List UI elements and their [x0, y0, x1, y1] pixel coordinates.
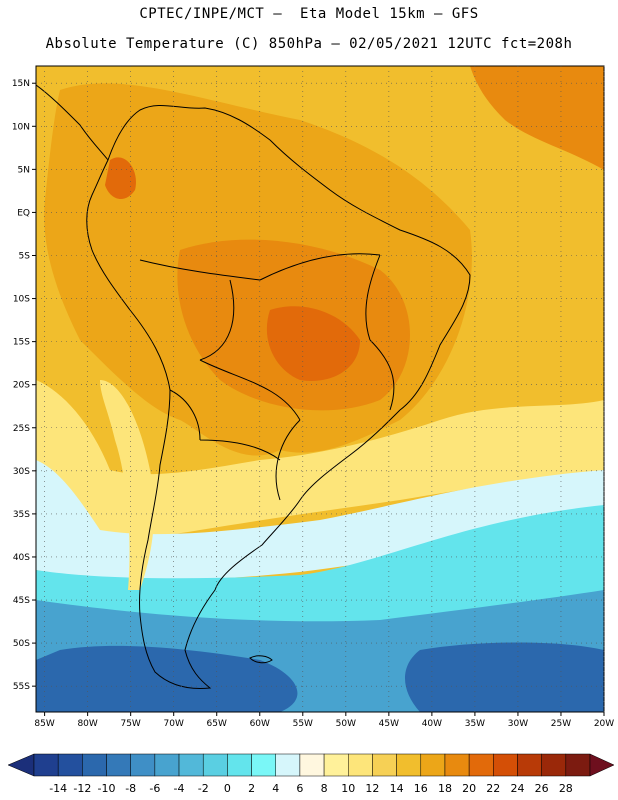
temperature-field — [36, 66, 604, 712]
colorbar-label: -14 — [49, 782, 67, 795]
field-ne-warm — [470, 66, 604, 170]
colorbar-label: 12 — [365, 782, 379, 795]
title-line-2: Absolute Temperature (C) 850hPa – 02/05/… — [45, 36, 573, 52]
colorbar-swatch — [251, 753, 276, 777]
colorbar-label: 14 — [390, 782, 404, 795]
lon-label: 35W — [465, 719, 485, 729]
colorbar-label: -12 — [73, 782, 91, 795]
colorbar-swatch — [202, 753, 228, 777]
colorbar-swatch — [565, 753, 591, 777]
lon-label: 70W — [164, 719, 184, 729]
colorbar-swatch — [130, 753, 156, 777]
colorbar-underflow — [7, 753, 35, 777]
colorbar-swatch — [106, 753, 131, 777]
central-america-coastline — [36, 84, 109, 161]
lat-label: 5N — [18, 165, 30, 175]
colorbar-label: 10 — [341, 782, 355, 795]
colorbar-label: -6 — [149, 782, 160, 795]
colorbar-swatch — [275, 753, 301, 777]
colorbar-swatch — [154, 753, 180, 777]
country-borders — [139, 253, 395, 501]
lat-label: 40S — [13, 553, 30, 563]
lat-label: 10N — [12, 122, 30, 132]
colorbar-label: 22 — [486, 782, 500, 795]
lat-label: 15S — [13, 338, 30, 348]
colorbar-swatch — [468, 753, 494, 777]
colorbar-swatch — [82, 753, 107, 777]
colorbar-labels: -14 -12 -10 -8 -6 -4 -2 0 2 4 6 8 10 12 14 16 18 20 22 24 26… — [49, 782, 573, 795]
colorbar-overflow — [589, 753, 615, 777]
field-coldest — [36, 642, 604, 712]
colorbar-label: 28 — [559, 782, 573, 795]
lon-label: 75W — [120, 719, 140, 729]
colorbar-label: -2 — [198, 782, 209, 795]
colorbar-swatch — [372, 753, 397, 777]
colorbar — [7, 753, 615, 777]
lon-label: 65W — [207, 719, 227, 729]
colorbar-label: 6 — [296, 782, 303, 795]
colorbar-swatch — [33, 753, 59, 777]
graticule — [32, 66, 605, 716]
lat-label: 5S — [19, 251, 31, 261]
lon-label: 25W — [551, 719, 571, 729]
colorbar-swatch — [348, 753, 373, 777]
colorbar-label: 0 — [224, 782, 231, 795]
colorbar-swatch — [517, 753, 542, 777]
lon-label: 50W — [336, 719, 356, 729]
plot-frame — [35, 65, 605, 713]
lon-label: 20W — [594, 719, 614, 729]
lat-label: 25S — [13, 424, 30, 434]
field-hotspot — [266, 306, 360, 381]
latitude-labels: 15N 10N 5N EQ 5S 10S 15S 20S 25S 30S 35S 40S 45S 50S 5… — [12, 79, 30, 692]
lon-label: 40W — [422, 719, 442, 729]
colorbar-label: 4 — [272, 782, 279, 795]
colorbar-label: 8 — [321, 782, 328, 795]
lon-label: 60W — [250, 719, 270, 729]
lat-label: 35S — [13, 510, 30, 520]
lat-label: 55S — [13, 682, 30, 692]
lat-label: 45S — [13, 596, 30, 606]
colorbar-label: -4 — [174, 782, 185, 795]
lat-label: 15N — [12, 79, 30, 89]
colorbar-label: 2 — [248, 782, 255, 795]
colorbar-swatch — [323, 753, 349, 777]
colorbar-label: 26 — [535, 782, 549, 795]
field-cold-band — [36, 505, 604, 629]
field-hotspot-north — [105, 157, 136, 200]
lat-label: 30S — [13, 467, 30, 477]
colorbar-swatch — [57, 753, 83, 777]
lon-label: 45W — [379, 719, 399, 729]
colorbar-swatch — [227, 753, 252, 777]
colorbar-swatch — [444, 753, 470, 777]
longitude-labels: 85W 80W 75W 70W 65W 60W 55W 50W 45W 40W 35W 30W 25W 2… — [34, 719, 614, 729]
colorbar-label: 20 — [462, 782, 476, 795]
colorbar-label: 16 — [414, 782, 428, 795]
field-subtropical — [36, 380, 604, 542]
south-america-coastline — [86, 104, 471, 689]
lat-label: 50S — [13, 639, 30, 649]
colorbar-label: -8 — [125, 782, 136, 795]
lat-label: 10S — [13, 295, 30, 305]
title-line-1: CPTEC/INPE/MCT – Eta Model 15km – GFS — [139, 6, 479, 22]
field-cool-band — [36, 460, 604, 580]
colorbar-swatch — [396, 753, 422, 777]
colorbar-label: 24 — [510, 782, 524, 795]
colorbar-swatch — [299, 753, 325, 777]
colorbar-label: 18 — [438, 782, 452, 795]
colorbar-swatch — [420, 753, 446, 777]
colorbar-swatch — [541, 753, 567, 777]
lon-label: 85W — [34, 719, 54, 729]
colorbar-label: -10 — [98, 782, 116, 795]
falkland-islands — [249, 655, 273, 664]
lat-label: 20S — [13, 381, 30, 391]
lon-label: 80W — [77, 719, 97, 729]
coastlines — [36, 84, 471, 689]
lon-label: 55W — [293, 719, 313, 729]
lat-label: EQ — [17, 208, 30, 218]
colorbar-swatch — [493, 753, 518, 777]
field-andes-cool — [100, 380, 155, 590]
lon-label: 30W — [508, 719, 528, 729]
colorbar-swatch — [178, 753, 204, 777]
